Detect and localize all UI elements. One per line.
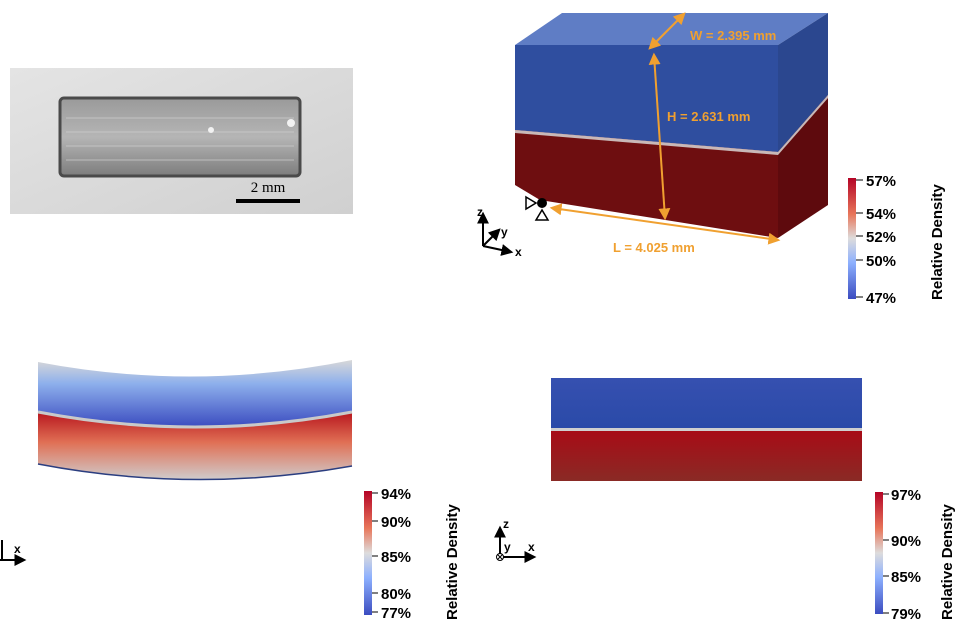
axis-triad-3d: z y x (477, 205, 522, 259)
colorbar-2-tick: 85% (381, 549, 411, 566)
colorbar-2-tick: 77% (381, 605, 411, 622)
colorbar-3-tick: 90% (891, 533, 921, 550)
scale-bar-label: 2 mm (251, 180, 286, 196)
width-label: W = 2.395 mm (690, 28, 776, 43)
roller-support-x (525, 195, 538, 211)
flat-beam-lower (551, 430, 862, 481)
specimen-bar (58, 96, 302, 178)
flat-beam-upper (551, 378, 862, 429)
block-top-face (515, 13, 828, 45)
colorbar-1-tick: 50% (866, 253, 896, 270)
colorbar-2-tick: 90% (381, 514, 411, 531)
colorbar-3-tick: 85% (891, 569, 921, 586)
axis-z-label-br: z (503, 517, 509, 531)
bent-beam-upper (38, 360, 352, 427)
axis-y-label: y (501, 225, 508, 239)
block-side-lower (778, 95, 828, 238)
roller-support-z (534, 208, 550, 221)
height-label: H = 2.631 mm (667, 109, 750, 124)
colorbar-1-tick: 47% (866, 290, 896, 307)
width-dimension-arrow (648, 12, 686, 50)
bent-beam-lower (38, 412, 352, 480)
colorbar-2-tick: 80% (381, 586, 411, 603)
colorbar-1-gradient (848, 178, 856, 299)
block-front-upper (515, 45, 778, 152)
colorbar-1-tick: 57% (866, 173, 896, 190)
colorbar-1-tick: 52% (866, 229, 896, 246)
block-side-upper (778, 13, 828, 152)
block-geometry: W = 2.395 mm H = 2.631 mm L = 4.025 mm z… (477, 12, 828, 259)
colorbar-1: 57% 54% 52% 50% 47% Relative Density (848, 173, 946, 307)
axis-x-label-bl: x (14, 542, 21, 556)
colorbar-3-tick: 97% (891, 487, 921, 504)
colorbar-2-title: Relative Density (444, 503, 461, 620)
colorbar-2-tick: 94% (381, 486, 411, 503)
colorbar-3-gradient (875, 492, 883, 614)
colorbar-1-title: Relative Density (929, 183, 946, 300)
height-dimension-arrow (648, 52, 671, 221)
specimen-photo: 2 mm (10, 68, 353, 214)
colorbar-1-tick: 54% (866, 206, 896, 223)
bent-beam-interface (37, 410, 353, 429)
colorbar-2: 94% 90% 85% 80% 77% Relative Density (364, 486, 461, 622)
bent-beam (37, 360, 353, 481)
colorbar-3: 97% 90% 85% 79% Relative Density (875, 487, 956, 623)
pin-support (537, 198, 547, 208)
axis-z-label: z (477, 205, 483, 219)
length-label: L = 4.025 mm (613, 240, 695, 255)
colorbar-3-tick: 79% (891, 606, 921, 623)
axis-x-label: x (515, 245, 522, 259)
axis-triad-bottom-left: x (0, 540, 27, 566)
axis-y-label-br: y (504, 540, 511, 554)
flat-beam (551, 378, 862, 481)
axis-triad-bottom-right: z y x (494, 517, 537, 563)
axis-x-label-br: x (528, 540, 535, 554)
colorbar-3-title: Relative Density (939, 503, 956, 620)
colorbar-2-gradient (364, 491, 372, 615)
length-dimension-arrow (549, 203, 781, 245)
